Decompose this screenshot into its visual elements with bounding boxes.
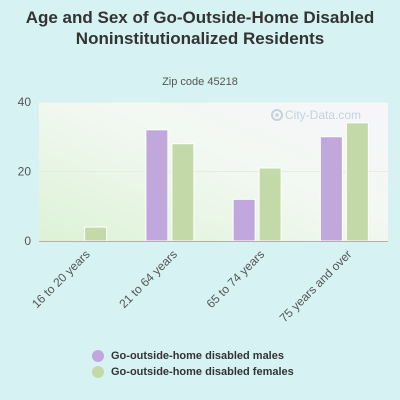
x-tick-label: 65 to 74 years [204,247,268,311]
watermark-text: City-Data.com [285,108,361,122]
legend-swatch-females [92,366,104,378]
x-tick-label: 75 years and over [277,247,355,325]
y-tick-label: 20 [18,165,32,179]
bar-males [145,129,169,242]
chart-title: Age and Sex of Go-Outside-Home Disabled … [25,8,375,48]
legend-item-females: Go-outside-home disabled females [92,364,294,380]
legend-label-males: Go-outside-home disabled males [111,350,284,362]
bar-females [84,226,108,242]
legend-swatch-males [92,350,104,362]
x-tick-label: 16 to 20 years [29,247,93,311]
bar-females [345,122,369,242]
legend: Go-outside-home disabled males Go-outsid… [92,348,294,380]
bar-females [171,143,195,242]
watermark: City-Data.com [271,108,361,122]
x-tick-label: 21 to 64 years [116,247,180,311]
bar-males [232,198,256,242]
legend-label-females: Go-outside-home disabled females [111,366,294,378]
chart-subtitle: Zip code 45218 [162,76,238,88]
y-tick-label: 0 [24,234,31,248]
bar-males [319,136,343,242]
legend-item-males: Go-outside-home disabled males [92,348,294,364]
bar-females [258,167,282,242]
y-tick-label: 40 [18,95,32,109]
